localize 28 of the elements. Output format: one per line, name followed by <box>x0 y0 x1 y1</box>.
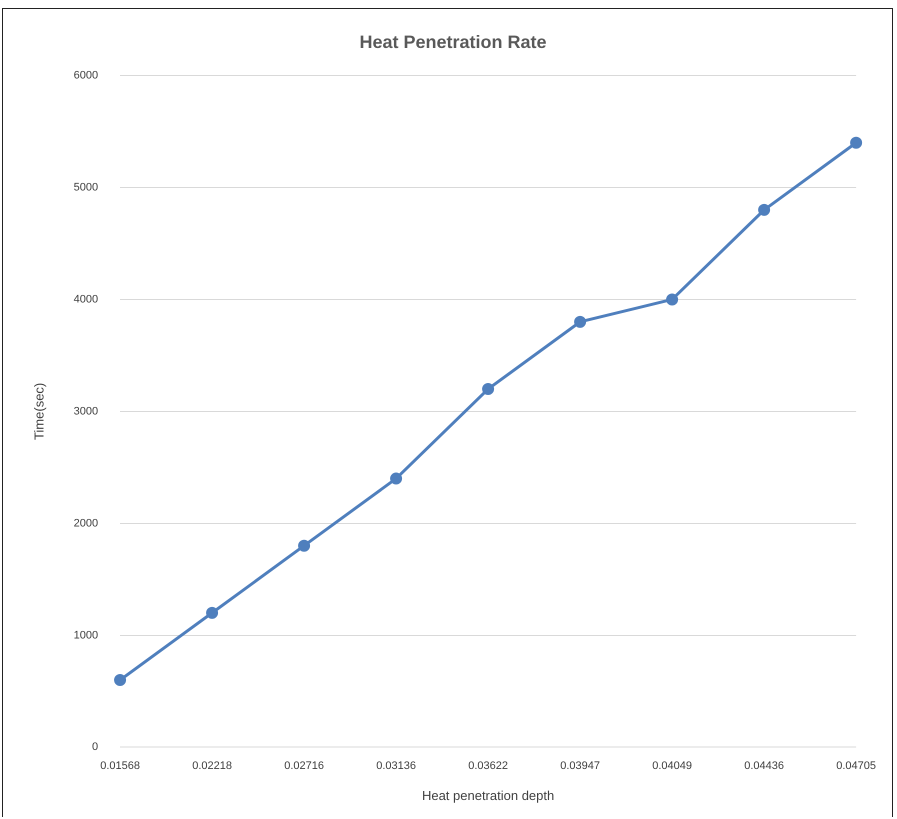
y-tick-label: 0 <box>92 741 98 754</box>
point <box>850 136 862 149</box>
x-tick-label: 0.04049 <box>652 760 692 772</box>
point <box>758 204 770 216</box>
point <box>666 293 678 306</box>
y-tick-label: 2000 <box>74 517 98 530</box>
x-tick-label: 0.02218 <box>192 760 232 772</box>
point <box>206 606 218 619</box>
point <box>390 472 402 485</box>
x-tick-label: 0.04436 <box>744 760 784 772</box>
y-tick-label: 5000 <box>74 182 98 194</box>
y-tick-label: 4000 <box>74 294 98 306</box>
point <box>114 674 126 686</box>
point <box>298 540 310 552</box>
x-tick-label: 0.02716 <box>284 760 324 772</box>
y-tick-label: 3000 <box>74 405 98 418</box>
x-tick-label: 0.03136 <box>376 760 416 772</box>
x-tick-label: 0.03622 <box>468 760 508 772</box>
chart-title: Heat Penetration Rate <box>359 32 547 52</box>
x-tick-label: 0.03947 <box>560 760 600 772</box>
point <box>574 316 586 328</box>
y-tick-label: 6000 <box>74 70 98 82</box>
x-tick-label: 0.01568 <box>100 760 140 772</box>
y-tick-label: 1000 <box>74 629 98 642</box>
x-tick-label: 0.04705 <box>836 760 876 772</box>
x-axis-title: Heat penetration depth <box>422 788 554 803</box>
y-axis-title: Time(sec) <box>31 382 46 440</box>
point <box>482 383 494 396</box>
